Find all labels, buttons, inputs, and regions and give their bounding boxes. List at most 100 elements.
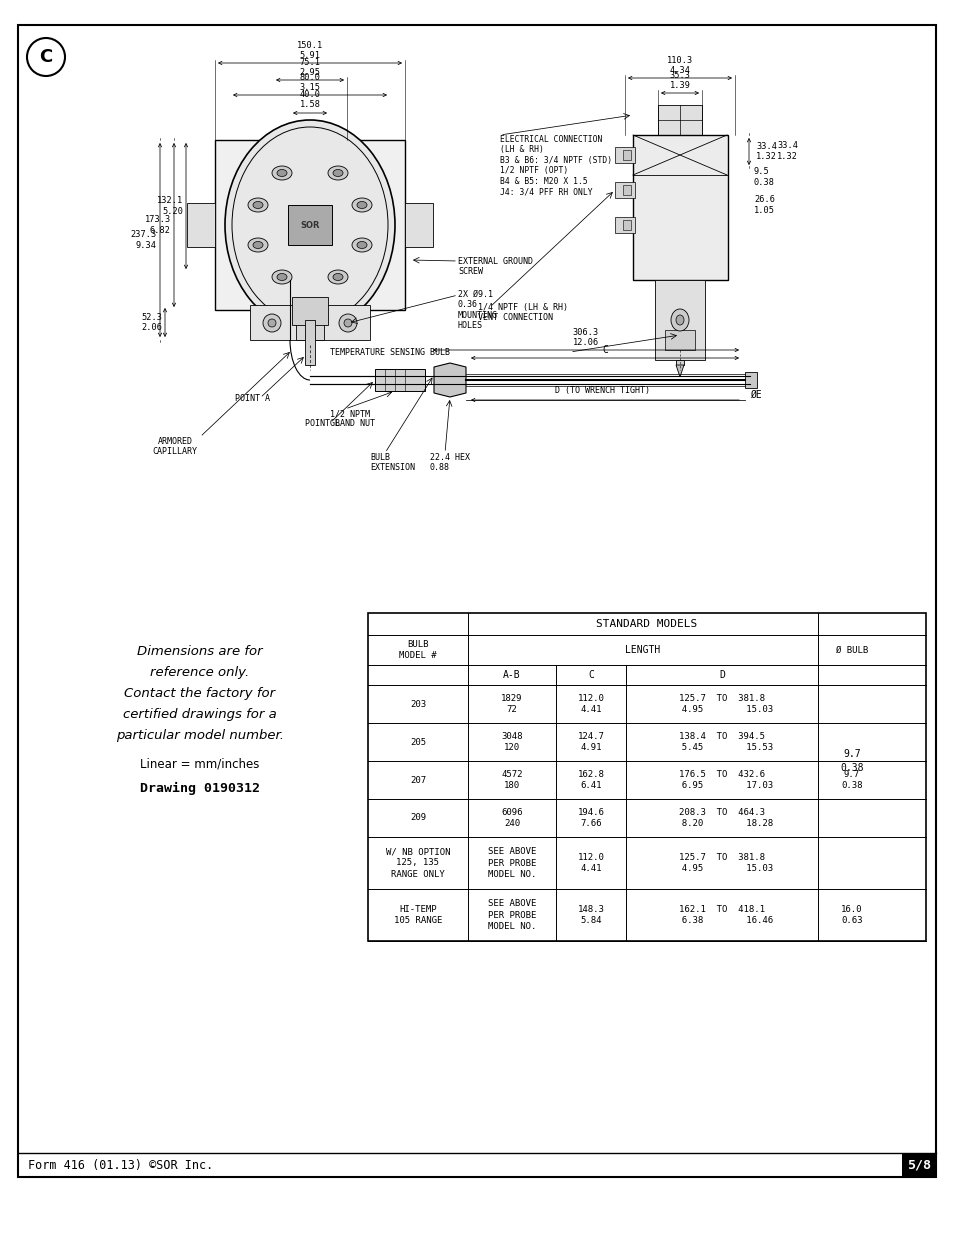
Text: Ø BULB: Ø BULB <box>835 646 867 655</box>
Ellipse shape <box>328 270 348 284</box>
Bar <box>622 185 630 195</box>
Text: 1/4 NPTF (LH & RH)
VENT CONNECTION: 1/4 NPTF (LH & RH) VENT CONNECTION <box>477 303 567 322</box>
Text: 2X Ø9.1
0.36
MOUNTING
HOLES: 2X Ø9.1 0.36 MOUNTING HOLES <box>457 290 497 330</box>
Ellipse shape <box>225 120 395 330</box>
Text: 22.4 HEX
0.88: 22.4 HEX 0.88 <box>430 453 470 473</box>
Circle shape <box>27 38 65 77</box>
Bar <box>295 305 324 340</box>
Text: 162.8
6.41: 162.8 6.41 <box>577 769 604 790</box>
Text: 162.1  TO  418.1
  6.38        16.46: 162.1 TO 418.1 6.38 16.46 <box>670 905 772 925</box>
Polygon shape <box>676 366 683 377</box>
Ellipse shape <box>356 201 367 209</box>
Text: D: D <box>719 671 724 680</box>
Text: EXTERNAL GROUND
SCREW: EXTERNAL GROUND SCREW <box>457 257 533 277</box>
Text: C: C <box>601 345 607 354</box>
Text: 208.3  TO  464.3
  8.20        18.28: 208.3 TO 464.3 8.20 18.28 <box>670 808 772 827</box>
Text: W/ NB OPTION
125, 135
RANGE ONLY: W/ NB OPTION 125, 135 RANGE ONLY <box>385 847 450 878</box>
Text: C: C <box>587 671 594 680</box>
Ellipse shape <box>352 198 372 212</box>
Ellipse shape <box>253 201 263 209</box>
Text: 3048
120: 3048 120 <box>500 732 522 752</box>
Text: A-B: A-B <box>502 671 520 680</box>
Circle shape <box>263 314 281 332</box>
Text: 4572
180: 4572 180 <box>500 769 522 790</box>
Circle shape <box>344 319 352 327</box>
Ellipse shape <box>248 238 268 252</box>
Text: SOR: SOR <box>300 221 319 230</box>
Text: 1829
72: 1829 72 <box>500 694 522 714</box>
Text: 148.3
5.84: 148.3 5.84 <box>577 905 604 925</box>
Bar <box>664 330 695 350</box>
Bar <box>288 205 332 245</box>
Text: Contact the factory for: Contact the factory for <box>124 687 275 700</box>
Text: 9.5
0.38: 9.5 0.38 <box>753 167 774 186</box>
Text: 194.6
7.66: 194.6 7.66 <box>577 808 604 827</box>
Text: 75.1
2.95: 75.1 2.95 <box>299 58 320 77</box>
Text: 138.4  TO  394.5
  5.45        15.53: 138.4 TO 394.5 5.45 15.53 <box>670 732 772 752</box>
Text: Drawing 0190312: Drawing 0190312 <box>140 782 260 795</box>
Bar <box>405 203 433 247</box>
Text: HI-TEMP
105 RANGE: HI-TEMP 105 RANGE <box>394 905 442 925</box>
Ellipse shape <box>676 315 683 325</box>
Text: 16.0
0.63: 16.0 0.63 <box>841 905 862 925</box>
Text: SEE ABOVE
PER PROBE
MODEL NO.: SEE ABOVE PER PROBE MODEL NO. <box>487 899 536 931</box>
Text: 205: 205 <box>410 737 426 746</box>
Bar <box>250 305 370 340</box>
Text: 150.1
5.91: 150.1 5.91 <box>296 41 323 61</box>
Text: TEMPERATURE SENSING BULB: TEMPERATURE SENSING BULB <box>330 347 450 357</box>
Text: 132.1
5.20: 132.1 5.20 <box>156 196 183 216</box>
Ellipse shape <box>670 309 688 331</box>
Text: 6096
240: 6096 240 <box>500 808 522 827</box>
Bar <box>658 105 701 135</box>
Bar <box>655 280 704 359</box>
Bar <box>633 135 727 280</box>
Text: ØE: ØE <box>749 390 760 400</box>
Text: 35.3
1.39: 35.3 1.39 <box>669 70 690 90</box>
Text: SEE ABOVE
PER PROBE
MODEL NO.: SEE ABOVE PER PROBE MODEL NO. <box>487 847 536 878</box>
Bar <box>676 359 683 366</box>
Ellipse shape <box>328 165 348 180</box>
Text: 1/2 NPTM
GLAND NUT: 1/2 NPTM GLAND NUT <box>330 409 375 429</box>
Text: 125.7  TO  381.8
  4.95        15.03: 125.7 TO 381.8 4.95 15.03 <box>670 853 772 873</box>
Bar <box>214 140 405 310</box>
Text: 26.6
1.05: 26.6 1.05 <box>753 195 774 215</box>
Circle shape <box>338 314 356 332</box>
Text: ELECTRICAL CONNECTION
(LH & RH)
B3 & B6: 3/4 NPTF (STD)
1/2 NPTF (OPT)
B4 & B5: : ELECTRICAL CONNECTION (LH & RH) B3 & B6:… <box>499 135 612 196</box>
Text: POINT B: POINT B <box>305 419 339 427</box>
Text: D (TO WRENCH TIGHT): D (TO WRENCH TIGHT) <box>555 387 649 395</box>
Circle shape <box>268 319 275 327</box>
Text: 207: 207 <box>410 776 426 784</box>
Ellipse shape <box>333 169 343 177</box>
Text: reference only.: reference only. <box>151 666 250 679</box>
Bar <box>901 1153 935 1177</box>
Ellipse shape <box>352 238 372 252</box>
Text: 112.0
4.41: 112.0 4.41 <box>577 694 604 714</box>
Bar <box>615 147 635 163</box>
Text: 112.0
4.41: 112.0 4.41 <box>577 853 604 873</box>
Ellipse shape <box>272 165 292 180</box>
Text: 9.7
0.38: 9.7 0.38 <box>840 750 862 773</box>
Text: C: C <box>39 48 52 65</box>
Text: 203: 203 <box>410 699 426 709</box>
Polygon shape <box>434 363 465 396</box>
Text: 306.3
12.06: 306.3 12.06 <box>572 327 598 347</box>
Text: POINT A: POINT A <box>234 394 270 403</box>
Text: 80.0
3.15: 80.0 3.15 <box>299 73 320 91</box>
Ellipse shape <box>333 273 343 280</box>
Text: ARMORED
CAPILLARY: ARMORED CAPILLARY <box>152 437 197 457</box>
Bar <box>305 320 314 366</box>
Text: BULB
EXTENSION: BULB EXTENSION <box>370 453 415 473</box>
Text: 176.5  TO  432.6
  6.95        17.03: 176.5 TO 432.6 6.95 17.03 <box>670 769 772 790</box>
Text: LENGTH: LENGTH <box>625 645 659 655</box>
Text: 209: 209 <box>410 814 426 823</box>
Ellipse shape <box>276 169 287 177</box>
Text: 124.7
4.91: 124.7 4.91 <box>577 732 604 752</box>
Ellipse shape <box>272 270 292 284</box>
Bar <box>615 182 635 198</box>
Text: 33.4
1.32: 33.4 1.32 <box>755 142 776 162</box>
Text: Linear = mm/inches: Linear = mm/inches <box>140 757 259 769</box>
Text: 125.7  TO  381.8
  4.95        15.03: 125.7 TO 381.8 4.95 15.03 <box>670 694 772 714</box>
Text: 237.3
9.34: 237.3 9.34 <box>131 230 157 249</box>
Ellipse shape <box>248 198 268 212</box>
Bar <box>744 372 757 388</box>
